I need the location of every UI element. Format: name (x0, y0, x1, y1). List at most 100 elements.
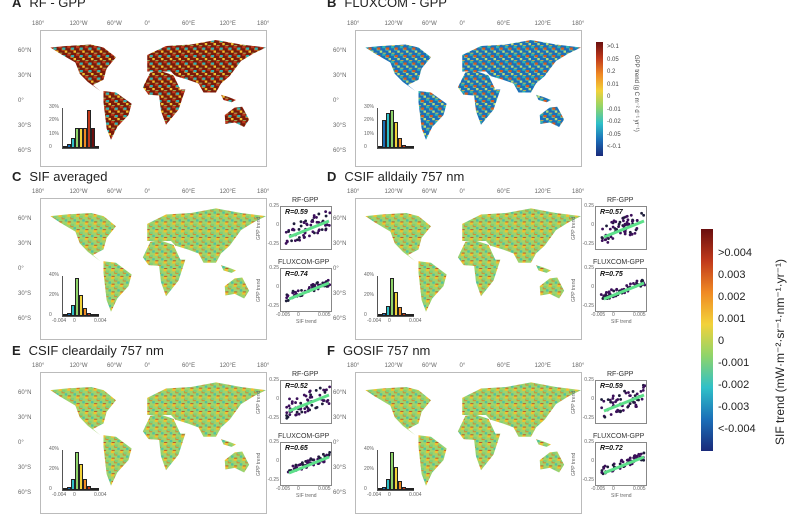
panel-title-e: E CSIF cleardaily 757 nm (12, 343, 164, 358)
scatter-point (612, 226, 615, 229)
density-ridge (604, 457, 644, 473)
scatter-point (310, 396, 313, 399)
lon-tick: 180° (572, 21, 584, 28)
scatter-point (606, 241, 609, 244)
scatter-xtick: -0.005 (591, 312, 605, 319)
scatter-point (615, 289, 618, 292)
correlation-label: R=0.72 (600, 445, 623, 452)
scatter-point (628, 394, 631, 397)
scatter-ytick: -0.25 (268, 303, 279, 310)
lon-tick: 60°W (422, 363, 437, 370)
scatter-point (309, 390, 312, 393)
panel-letter: B (327, 0, 336, 10)
gpp-colorbar-tick: 0.01 (607, 82, 619, 88)
lon-tick: 60°E (182, 21, 195, 28)
scatter-point (632, 401, 635, 404)
lat-tick: 60°N (18, 48, 31, 55)
scatter-point (642, 214, 645, 217)
scatter-plot: R=0.65 (280, 442, 332, 486)
panel-title-text: GOSIF 757 nm (343, 343, 430, 358)
scatter-point (622, 219, 625, 222)
scatter-point (288, 413, 291, 416)
trend-histogram (62, 450, 99, 491)
scatter-ytick: 0 (591, 458, 594, 465)
scatter-point (624, 233, 627, 236)
lon-tick: 120°E (535, 21, 551, 28)
panel-letter: D (327, 169, 336, 184)
scatter-ytick: 0.25 (269, 377, 279, 384)
scatter-plot: R=0.59 (595, 380, 647, 424)
lon-tick: 180° (32, 189, 44, 196)
scatter-point (286, 240, 289, 243)
scatter-point (604, 465, 607, 468)
scatter-point (632, 390, 635, 393)
scatter-plot: R=0.74 (280, 268, 332, 312)
histogram-ytick: 20% (364, 466, 374, 473)
scatter-point (615, 410, 618, 413)
scatter-point (288, 404, 291, 407)
scatter-point (634, 405, 637, 408)
histogram-bar (410, 488, 414, 490)
scatter-title: FLUXCOM-GPP (593, 259, 644, 267)
lat-tick: 60°S (18, 316, 31, 323)
lon-tick: 60°W (107, 363, 122, 370)
scatter-point (626, 406, 629, 409)
lat-tick: 30°N (18, 73, 31, 80)
lat-tick: 0° (18, 440, 24, 447)
scatter-point (296, 397, 299, 400)
scatter-point (324, 391, 327, 394)
scatter-point (300, 220, 303, 223)
scatter-title: RF-GPP (292, 371, 318, 379)
lat-tick: 30°S (333, 465, 346, 472)
scatter-point (285, 411, 288, 414)
scatter-point (287, 230, 290, 233)
scatter-point (303, 221, 306, 224)
scatter-xtick: 0.005 (318, 486, 331, 493)
panel-title-text: CSIF alldaily 757 nm (344, 169, 464, 184)
scatter-point (622, 216, 625, 219)
scatter-title: RF-GPP (607, 371, 633, 379)
scatter-ylabel: GPP trend (571, 279, 578, 302)
panel-title-c: C SIF averaged (12, 169, 107, 184)
histogram-xtick: 0 (73, 318, 76, 325)
scatter-point (600, 406, 603, 409)
lat-tick: 30°N (18, 415, 31, 422)
lon-tick: 60°W (422, 21, 437, 28)
lon-tick: 60°E (497, 189, 510, 196)
scatter-point (602, 400, 605, 403)
lon-tick: 120°E (220, 21, 236, 28)
lon-tick: 180° (32, 21, 44, 28)
scatter-ylabel: GPP trend (256, 217, 263, 240)
trend-histogram (62, 276, 99, 317)
trend-histogram (377, 276, 414, 317)
scatter-point (295, 413, 298, 416)
lat-tick: 30°S (333, 291, 346, 298)
scatter-point (307, 399, 310, 402)
histogram-ytick: 40% (49, 272, 59, 279)
scatter-point (617, 225, 620, 228)
lon-tick: 180° (347, 363, 359, 370)
scatter-point (325, 215, 328, 218)
lon-tick: 120°E (220, 189, 236, 196)
scatter-xtick: -0.005 (276, 486, 290, 493)
gpp-colorbar-tick: -0.05 (607, 132, 621, 138)
scatter-point (610, 288, 613, 291)
sif-colorbar-tick: -0.003 (718, 401, 749, 413)
scatter-point (642, 389, 645, 392)
lon-tick: 0° (460, 363, 466, 370)
scatter-point (632, 282, 635, 285)
lon-tick: 180° (257, 21, 269, 28)
scatter-point (303, 407, 306, 410)
lon-tick: 120°E (535, 363, 551, 370)
scatter-point (324, 210, 327, 213)
lon-tick: 60°E (497, 363, 510, 370)
scatter-point (310, 404, 313, 407)
scatter-point (611, 397, 614, 400)
sif-colorbar-tick: 0.001 (718, 313, 746, 325)
scatter-plot: R=0.59 (280, 206, 332, 250)
sif-colorbar-tick: 0.003 (718, 269, 746, 281)
histogram-xtick: 0.004 (94, 318, 107, 325)
histogram-ytick: 10% (364, 131, 374, 138)
lon-tick: 0° (460, 21, 466, 28)
scatter-ytick: 0 (591, 284, 594, 291)
